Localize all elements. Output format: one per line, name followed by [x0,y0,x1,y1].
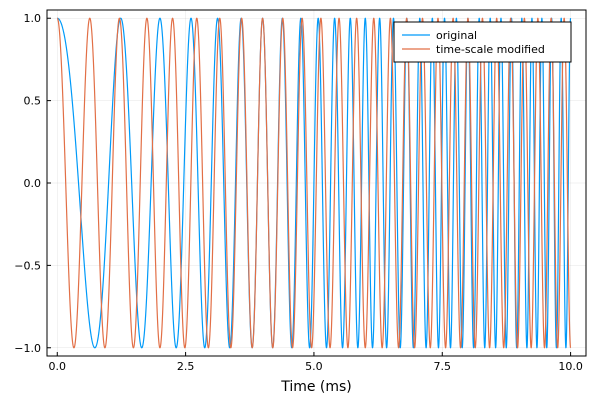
legend-label-time-scale-modified: time-scale modified [436,43,545,56]
y-tick-label: 1.0 [24,12,42,25]
x-tick-label: 0.0 [49,360,67,373]
x-tick-label: 2.5 [177,360,195,373]
legend-box [393,21,572,63]
y-tick-label: 0.0 [24,177,42,190]
tick-labels: 0.0 2.5 5.0 7.5 10.0 −1.0 −0.5 0.0 0.5 1.0 [14,12,583,373]
x-tick-label: 10.0 [558,360,583,373]
series-group [56,17,572,349]
legend: original time-scale modified [393,21,572,63]
x-tick-label: 7.5 [434,360,452,373]
y-tick-label: −0.5 [14,259,41,272]
legend-label-original: original [436,29,477,42]
x-axis-label: Time (ms) [280,379,352,395]
x-tick-label: 5.0 [305,360,323,373]
y-tick-label: −1.0 [14,342,41,355]
series-line-original [56,17,572,349]
y-tick-label: 0.5 [24,95,42,108]
series-line-time-scale-modified [56,17,572,349]
